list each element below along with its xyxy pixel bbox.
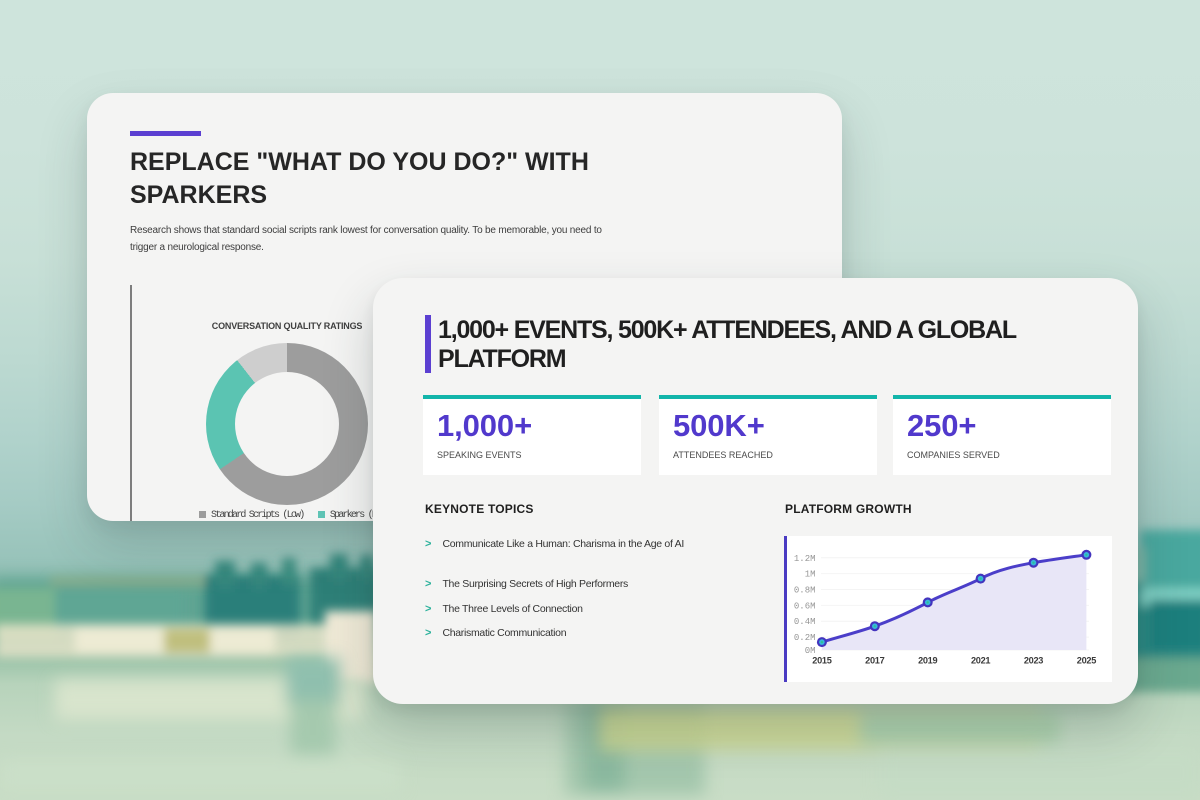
svg-text:2025: 2025 (1077, 656, 1096, 666)
svg-text:2023: 2023 (1024, 656, 1043, 666)
svg-text:0.8M: 0.8M (794, 586, 816, 596)
svg-text:0.2M: 0.2M (794, 633, 816, 643)
svg-text:2017: 2017 (865, 656, 884, 666)
svg-text:2021: 2021 (971, 656, 990, 666)
svg-text:0M: 0M (805, 646, 816, 656)
svg-text:2019: 2019 (918, 656, 937, 666)
svg-text:2015: 2015 (812, 656, 831, 666)
svg-text:0.6M: 0.6M (794, 601, 816, 611)
svg-text:0.4M: 0.4M (794, 617, 816, 627)
svg-text:1.2M: 1.2M (794, 554, 816, 564)
svg-text:1M: 1M (805, 570, 816, 580)
